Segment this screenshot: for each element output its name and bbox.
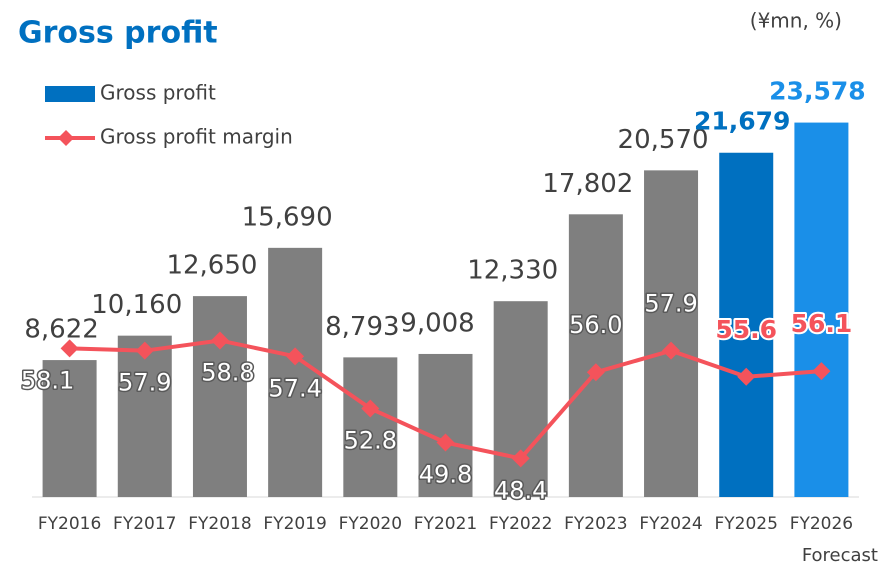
legend-label: Gross profit margin (100, 125, 293, 149)
bar-value-label: 15,690 (242, 202, 333, 232)
line-value-label: 57.4 (268, 374, 321, 402)
line-value-label: 57.9 (118, 369, 171, 397)
line-marker (60, 339, 79, 358)
bar (343, 357, 398, 497)
line-value-label: 55.6 (715, 315, 777, 344)
bar-value-label: 12,650 (166, 251, 257, 281)
line-value-label: 56.0 (569, 311, 622, 339)
line-value-label: 49.8 (419, 461, 472, 489)
bar (268, 247, 323, 497)
x-tick-label: FY2020 (339, 514, 402, 534)
line-value-label: 48.4 (494, 476, 547, 504)
x-tick-label: FY2016 (38, 514, 101, 534)
line-marker (436, 433, 455, 452)
x-tick-label: FY2019 (263, 514, 326, 534)
bar-value-label: 8,793 (325, 312, 399, 342)
legend-label: Gross profit (100, 81, 216, 105)
legend-marker (58, 130, 74, 146)
line-marker (737, 367, 756, 386)
line-marker (135, 341, 154, 360)
line-marker (812, 362, 831, 381)
line-value-label: 56.1 (791, 309, 853, 338)
bar-value-label: 21,679 (694, 107, 790, 136)
bar-value-label: 23,578 (769, 77, 865, 106)
bar (719, 152, 774, 497)
x-tick-label: FY2018 (188, 514, 251, 534)
bar (117, 335, 172, 497)
annotation: Forecast (802, 545, 878, 566)
x-tick-label: FY2025 (715, 514, 778, 534)
unit-note: (¥mn, %) (750, 9, 842, 33)
bar-value-label: 8,622 (24, 315, 98, 345)
bar-value-label: 10,160 (91, 290, 182, 320)
legend-swatch (45, 86, 95, 102)
line-value-label: 58.1 (21, 366, 74, 394)
bar (42, 360, 97, 497)
bar (794, 122, 849, 497)
line-marker (361, 399, 380, 418)
x-tick-label: FY2023 (564, 514, 627, 534)
x-tick-label: FY2024 (639, 514, 702, 534)
bar (568, 214, 623, 497)
line-value-label: 52.8 (344, 427, 397, 455)
bar-value-label: 20,570 (618, 125, 709, 155)
bar (192, 296, 247, 497)
line-marker (286, 347, 305, 366)
line-marker (586, 363, 605, 382)
bar (493, 301, 548, 497)
line-marker (662, 341, 681, 360)
x-tick-label: FY2026 (790, 514, 853, 534)
line-marker (511, 449, 530, 468)
bar-value-label: 9,008 (400, 308, 474, 338)
bar (644, 170, 699, 498)
chart-title: Gross profit (18, 16, 218, 51)
x-tick-label: FY2017 (113, 514, 176, 534)
line-marker (210, 331, 229, 350)
x-tick-label: FY2021 (414, 514, 477, 534)
x-tick-label: FY2022 (489, 514, 552, 534)
bar-value-label: 12,330 (467, 256, 558, 286)
bar (418, 353, 473, 497)
line-value-label: 58.8 (201, 358, 254, 386)
bar-value-label: 17,802 (542, 169, 633, 199)
line-value-label: 57.9 (644, 290, 697, 318)
